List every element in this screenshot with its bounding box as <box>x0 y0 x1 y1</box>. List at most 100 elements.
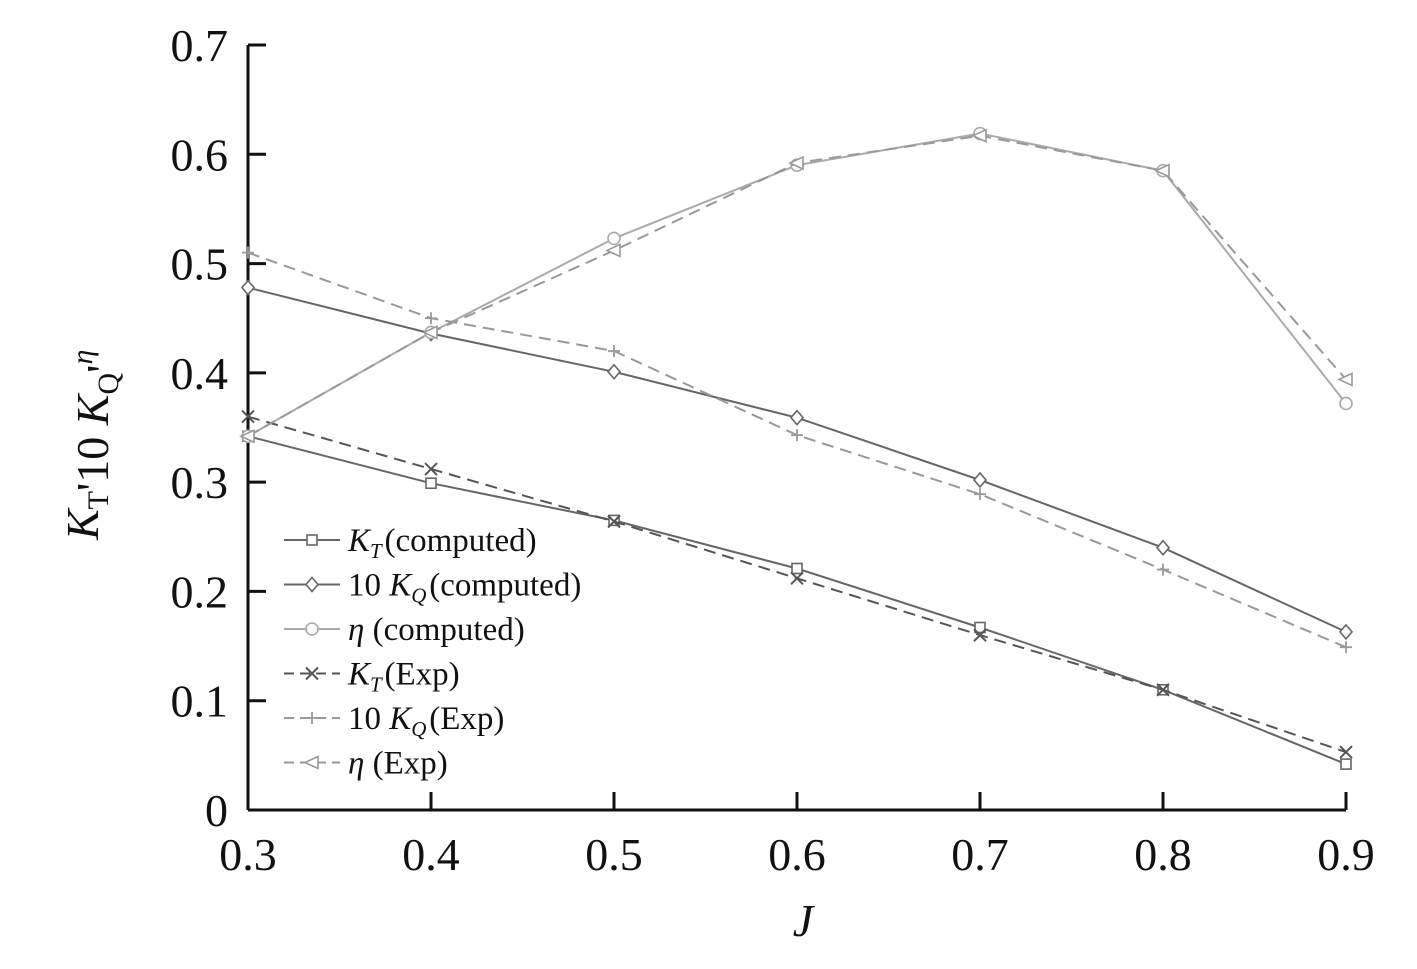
legend-label: 10 KQ (Exp) <box>348 701 504 741</box>
data-point <box>974 621 986 634</box>
series-line <box>247 286 1347 633</box>
data-point <box>1156 683 1170 697</box>
legend-label: KT (Exp) <box>347 657 460 697</box>
series-5 <box>239 128 1353 444</box>
data-point <box>791 429 803 442</box>
legend-label-part: Q <box>411 584 426 608</box>
legend-label-part: (computed) <box>384 523 536 559</box>
series-line <box>247 132 1347 438</box>
data-point <box>791 562 803 575</box>
legend-label-part: 10 <box>348 568 389 604</box>
data-point <box>1337 372 1353 387</box>
y-tick-label: 0 <box>205 785 228 836</box>
data-point <box>425 477 437 490</box>
data-point <box>1155 539 1171 556</box>
data-point <box>606 363 622 380</box>
data-point <box>607 514 621 529</box>
legend-label-part: T <box>370 673 383 697</box>
x-tick-label: 0.9 <box>1317 829 1375 880</box>
legend-label-part: (Exp) <box>429 701 504 737</box>
legend-entry: KT (Exp) <box>284 657 460 697</box>
legend-label-part: (Exp) <box>384 657 459 693</box>
data-point <box>788 155 804 171</box>
series-3 <box>241 409 1353 759</box>
y-tick-label: 0.7 <box>171 20 229 71</box>
data-point <box>424 462 438 476</box>
y-tick-label: 0.2 <box>171 566 229 617</box>
legend-label-part: Q <box>411 717 426 741</box>
y-title-part: K <box>57 507 108 541</box>
data-point <box>790 571 804 586</box>
data-point <box>242 246 254 259</box>
x-tick-label: 0.6 <box>768 829 826 880</box>
y-title-part: Q <box>92 373 125 395</box>
data-point <box>240 279 256 296</box>
series-4 <box>242 246 1352 654</box>
y-tick-label: 0.6 <box>171 129 229 180</box>
data-point <box>789 409 805 426</box>
legend-entry: KT (computed) <box>284 523 537 563</box>
data-point <box>1338 623 1354 641</box>
legend-label-part: η <box>348 612 364 648</box>
legend-label-part: K <box>347 523 372 559</box>
legend-label: KT (computed) <box>347 523 537 563</box>
data-point <box>605 243 621 258</box>
legend-entry: 10 KQ (computed) <box>284 568 581 608</box>
y-tick-label: 0.4 <box>171 348 229 399</box>
y-title-part: T <box>82 491 115 509</box>
legend-label: η (computed) <box>348 612 525 648</box>
series-line <box>247 134 1347 438</box>
data-point <box>1339 745 1353 759</box>
axes: 0 0.1 0.2 0.3 0.4 0.5 0.6 0.7 0.3 0.4 0.5 0.6 0.7 0.8… <box>171 20 1375 880</box>
y-title-part: '10 <box>67 425 118 491</box>
data-point <box>239 428 255 444</box>
data-point <box>974 488 986 501</box>
data-point <box>422 325 438 340</box>
y-title-part: η <box>66 350 99 365</box>
data-point <box>241 409 255 424</box>
data-point <box>1340 758 1352 770</box>
x-tick-label: 0.7 <box>951 829 1009 880</box>
data-point <box>971 128 987 143</box>
legend-label-part: (computed) <box>364 612 524 648</box>
x-axis-title: J <box>793 895 816 946</box>
data-point <box>607 231 621 246</box>
y-axis-title: KT'10 KQ'η <box>57 350 128 541</box>
y-tick-label: 0.3 <box>171 457 229 508</box>
data-point <box>608 345 620 357</box>
y-title-part: ' <box>77 365 128 373</box>
legend-label-part: K <box>347 657 372 693</box>
data-point <box>973 628 987 642</box>
data-point <box>1339 396 1353 411</box>
legend-label: η (Exp) <box>348 746 448 782</box>
data-point <box>1340 641 1352 654</box>
legend-entry: η (computed) <box>284 612 525 648</box>
data-point <box>1157 563 1169 576</box>
legend-label-part: 10 <box>348 701 389 737</box>
series-layer <box>239 126 1354 770</box>
x-tick-label: 0.3 <box>219 829 277 880</box>
legend-marker <box>306 534 318 546</box>
legend-entry: η (Exp) <box>284 746 448 782</box>
legend-label: 10 KQ (computed) <box>348 568 581 608</box>
legend-label-part: K <box>388 568 413 604</box>
legend-entry: 10 KQ (Exp) <box>284 701 504 741</box>
legend-label-part: T <box>370 539 383 563</box>
data-point <box>1154 163 1170 178</box>
legend-marker <box>305 622 319 636</box>
legend-label-part: K <box>388 701 413 737</box>
series-2 <box>241 126 1353 444</box>
y-tick-label: 0.1 <box>171 676 229 727</box>
legend-label-part: η <box>348 746 364 782</box>
x-tick-label: 0.5 <box>585 829 643 880</box>
y-tick-label: 0.5 <box>171 239 229 290</box>
x-tick-label: 0.4 <box>402 829 460 880</box>
x-tick-label: 0.8 <box>1134 829 1192 880</box>
data-point <box>425 312 437 325</box>
legend-marker <box>306 712 318 724</box>
data-point <box>972 471 988 489</box>
legend-marker <box>305 666 319 681</box>
legend: KT (computed)10 KQ (computed)η (computed… <box>284 523 581 782</box>
legend-label-part: (Exp) <box>364 746 447 782</box>
